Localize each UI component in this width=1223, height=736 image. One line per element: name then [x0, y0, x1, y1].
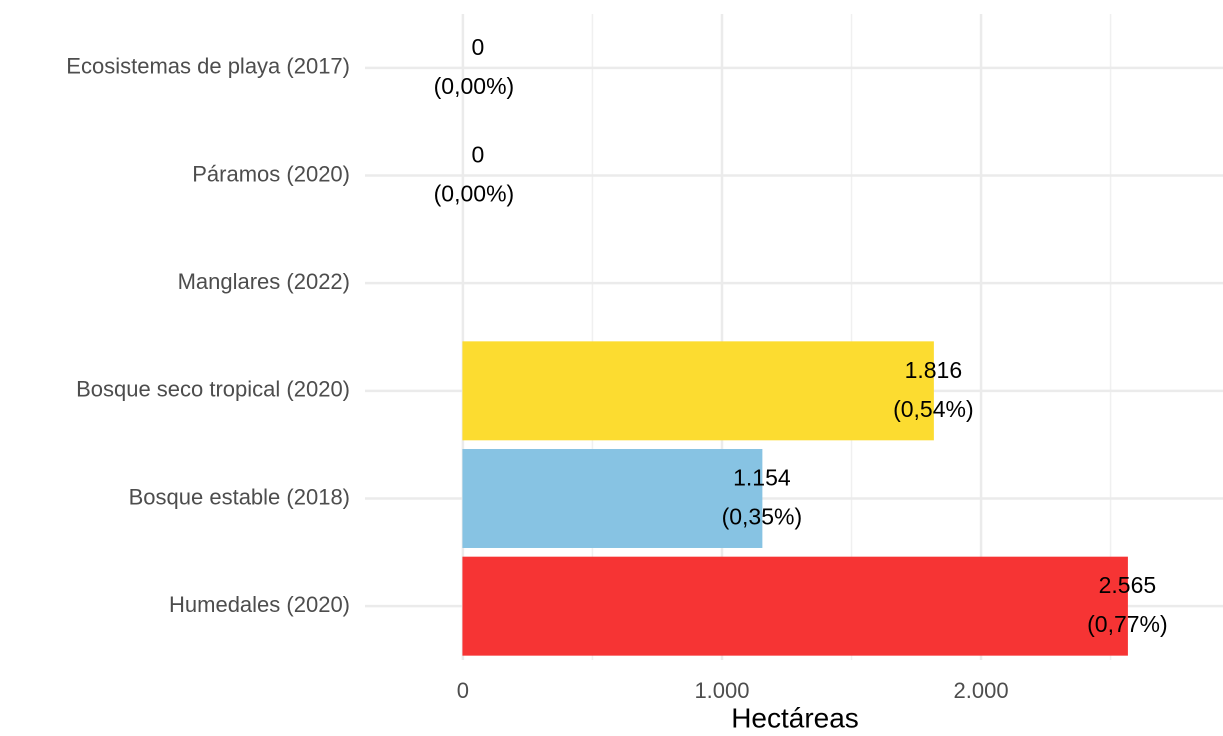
x-tick-label: 0: [457, 678, 469, 703]
y-tick-label: Páramos (2020): [192, 161, 350, 186]
percent-label: (0,35%): [722, 504, 803, 530]
y-tick-label: Bosque seco tropical (2020): [76, 377, 350, 402]
value-label: 0: [472, 142, 485, 168]
marks: 0 (0,00%) 0 (0,00%) 1.816 (0,54%) 1.154 (0,35%)…: [434, 34, 1168, 656]
y-tick-label: Humedales (2020): [169, 592, 350, 617]
value-label: 1.154: [733, 465, 791, 491]
bar: [462, 556, 1128, 656]
value-label: 0: [472, 34, 485, 60]
percent-label: (0,54%): [893, 396, 974, 422]
y-tick-label: Manglares (2022): [178, 269, 350, 294]
percent-label: (0,00%): [434, 73, 515, 99]
y-tick-label: Ecosistemas de playa (2017): [66, 54, 350, 79]
value-label: 2.565: [1099, 572, 1157, 598]
value-label: 1.816: [905, 357, 963, 383]
percent-label: (0,00%): [434, 181, 515, 207]
x-tick-label: 2.000: [954, 678, 1009, 703]
percent-label: (0,77%): [1087, 611, 1168, 637]
bar: [462, 449, 763, 548]
x-axis-title: Hectáreas: [731, 702, 859, 733]
bar: [462, 341, 934, 441]
x-tick-label: 1.000: [694, 678, 749, 703]
y-tick-label: Bosque estable (2018): [129, 484, 350, 509]
